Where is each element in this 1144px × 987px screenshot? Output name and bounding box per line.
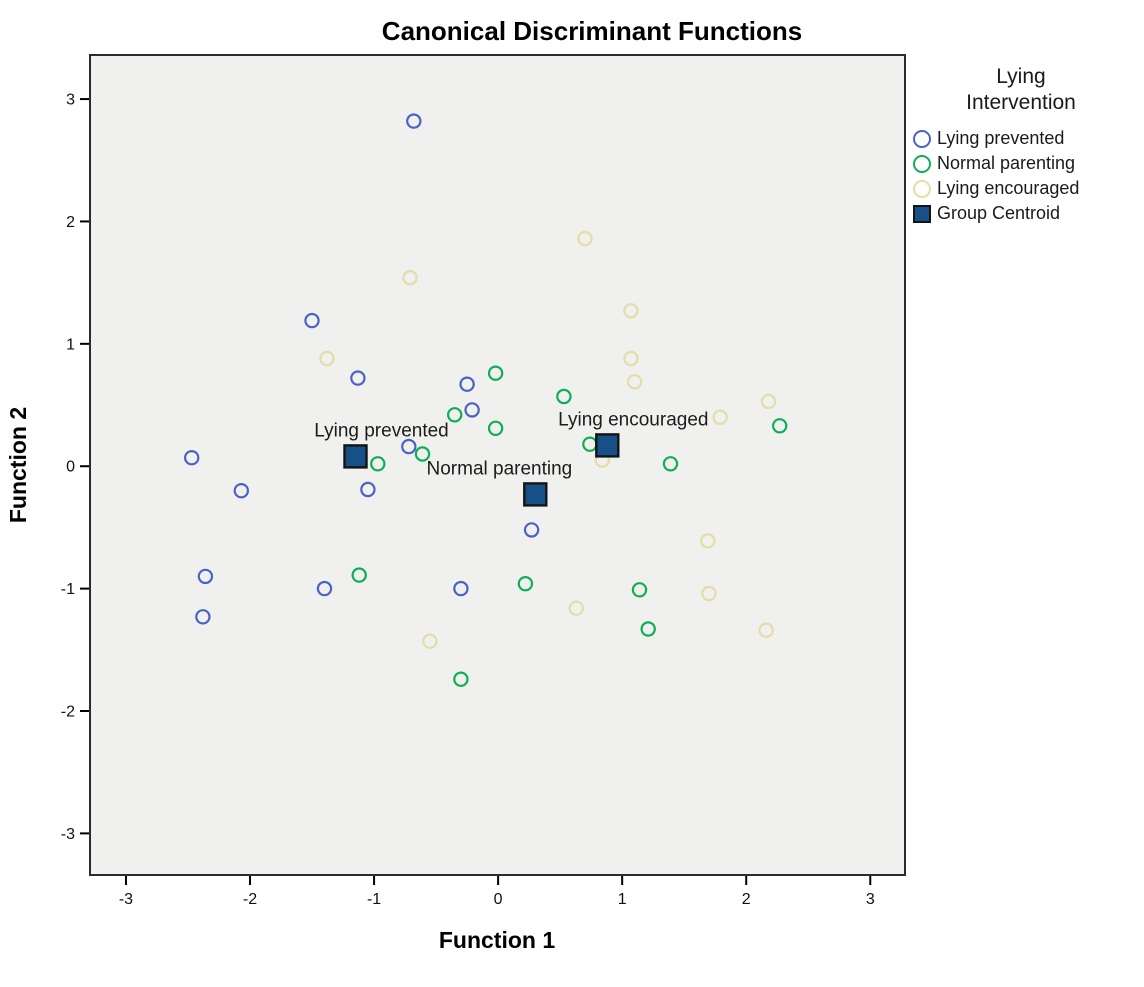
y-tick-label: -2 [61,704,75,721]
y-tick-label: 1 [66,336,75,353]
point-lying-encouraged [568,600,585,616]
group-centroid-marker [595,433,620,458]
point-normal-parenting [487,365,504,381]
y-tick-label: 2 [66,214,75,231]
legend-item-lying-encouraged: Lying encouraged [905,176,1137,201]
point-lying-encouraged [758,622,774,638]
point-lying-encouraged [623,303,639,319]
group-centroid-marker [523,482,548,507]
point-lying-encouraged [700,533,716,549]
x-tick-label: 2 [742,891,751,908]
point-lying-prevented [464,402,480,418]
point-lying-encouraged [626,374,643,390]
y-axis-label: Function 2 [5,407,31,523]
x-axis-label: Function 1 [439,927,555,953]
legend-item-label: Lying prevented [937,128,1065,148]
legend-title: Lying Intervention [905,64,1137,116]
legend-item-label: Lying encouraged [937,178,1080,198]
y-tick-label: 3 [66,92,75,109]
plot-area [89,54,906,876]
point-normal-parenting [351,567,367,583]
point-normal-parenting [414,446,431,462]
point-normal-parenting [640,621,656,637]
lying-prevented-circle-icon [913,129,931,148]
legend: Lying Intervention Lying prevented Norma… [905,64,1137,226]
x-tick-label: 0 [494,891,503,908]
point-lying-prevented [406,113,422,129]
point-lying-encouraged [712,409,728,425]
point-lying-encouraged [422,633,438,649]
x-tick-label: 3 [866,891,875,908]
point-normal-parenting [517,576,534,592]
chart-title: Canonical Discriminant Functions [382,16,802,46]
y-tick-label: -3 [61,826,75,843]
point-lying-prevented [459,376,475,392]
legend-item-label: Normal parenting [937,153,1076,173]
point-lying-prevented [183,450,200,466]
group-centroid-square-icon [913,204,931,223]
point-normal-parenting [556,388,572,405]
legend-item-group-centroid: Group Centroid [905,201,1137,226]
point-normal-parenting [447,407,463,423]
point-lying-prevented [401,438,417,455]
point-normal-parenting [772,418,788,434]
group-centroid-marker [343,444,368,469]
legend-item-lying-prevented: Lying prevented [905,126,1137,151]
point-lying-encouraged [701,585,717,602]
centroid-label: Lying prevented [314,421,449,442]
point-lying-prevented [195,609,211,625]
centroid-label: Normal parenting [427,459,573,480]
point-lying-encouraged [577,230,593,247]
point-lying-encouraged [760,393,777,410]
y-tick-label: -1 [61,581,75,598]
x-tick-label: 1 [618,891,627,908]
lying-encouraged-circle-icon [913,179,931,198]
legend-title-line2: Intervention [966,91,1076,114]
legend-item-label: Group Centroid [937,203,1061,223]
point-lying-encouraged [402,270,418,286]
point-normal-parenting [631,582,648,598]
point-lying-prevented [233,483,249,499]
point-lying-prevented [360,481,376,498]
point-lying-prevented [523,522,540,538]
x-tick-label: -1 [367,891,381,908]
x-tick-label: -3 [119,891,133,908]
point-lying-prevented [350,370,366,386]
y-tick-label: 0 [66,459,75,476]
point-lying-encouraged [319,350,335,367]
normal-parenting-circle-icon [913,154,931,173]
point-lying-prevented [453,580,469,597]
legend-item-list: Lying prevented Normal parenting Lying e… [905,126,1137,226]
point-normal-parenting [662,456,679,472]
legend-title-line1: Lying [996,65,1046,88]
point-lying-prevented [316,580,333,597]
point-lying-encouraged [623,350,639,367]
point-normal-parenting [453,671,469,687]
point-lying-prevented [197,568,214,585]
point-lying-prevented [304,312,320,329]
centroid-label: Lying encouraged [558,410,708,431]
legend-item-normal-parenting: Normal parenting [905,151,1137,176]
point-normal-parenting [487,420,504,436]
point-normal-parenting [370,456,386,472]
x-tick-label: -2 [243,891,257,908]
